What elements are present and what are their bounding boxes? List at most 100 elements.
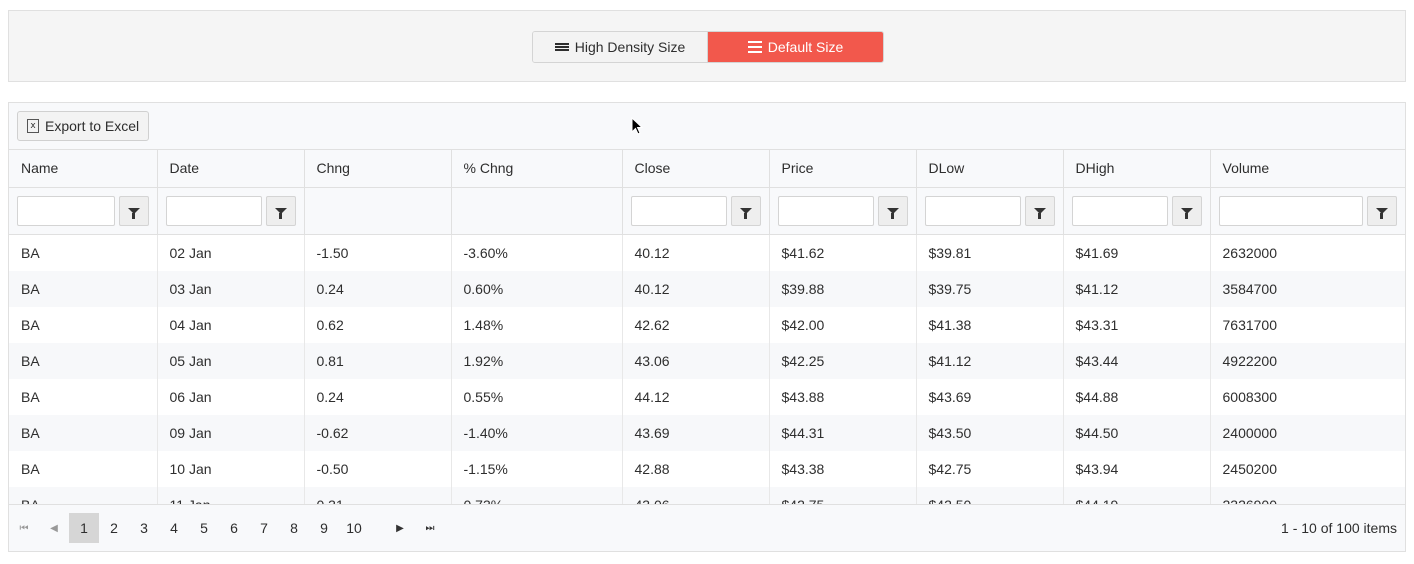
cell-date: 06 Jan xyxy=(157,378,305,415)
menu-icon xyxy=(554,42,569,52)
filter-row xyxy=(9,187,1406,235)
page-number-1[interactable]: 1 xyxy=(69,513,99,543)
cell-dlow: $43.69 xyxy=(916,378,1064,415)
cell-pct: 0.73% xyxy=(451,486,623,506)
page-number-2[interactable]: 2 xyxy=(110,520,118,536)
grid-toolbar: x Export to Excel xyxy=(9,103,1405,150)
cell-dhigh: $43.31 xyxy=(1063,306,1211,343)
cell-volume: 4922200 xyxy=(1210,342,1405,379)
page-number-6[interactable]: 6 xyxy=(230,520,238,536)
filter-funnel-icon xyxy=(1180,207,1193,219)
filter-input[interactable] xyxy=(924,195,1021,226)
cell-name: BA xyxy=(9,270,158,307)
filter-input[interactable] xyxy=(1218,195,1363,226)
column-header-dlow[interactable]: DLow xyxy=(916,150,1064,188)
grid-body[interactable]: BA 02 Jan -1.50 -3.60% 40.12 $41.62 $39.81 $41.… xyxy=(9,234,1405,506)
cell-dhigh: $43.44 xyxy=(1063,342,1211,379)
cell-volume: 7631700 xyxy=(1210,306,1405,343)
next-page-icon[interactable]: ▶ xyxy=(396,522,404,534)
export-to-excel-button[interactable]: x Export to Excel xyxy=(17,111,149,141)
filter-funnel-icon xyxy=(1375,207,1388,219)
cell-pct: -1.15% xyxy=(451,450,623,487)
cell-close: 42.88 xyxy=(622,450,770,487)
mouse-cursor-icon xyxy=(631,117,643,135)
filter-button[interactable] xyxy=(877,195,908,226)
density-toolbar: High Density Size Default Size xyxy=(8,10,1406,82)
cell-pct: -1.40% xyxy=(451,414,623,451)
cell-close: 40.12 xyxy=(622,270,770,307)
page-number-3[interactable]: 3 xyxy=(140,520,148,536)
filter-button[interactable] xyxy=(1024,195,1055,226)
table-row[interactable]: BA 06 Jan 0.24 0.55% 44.12 $43.88 $43.69 $44.88… xyxy=(9,378,1405,415)
page-number-5[interactable]: 5 xyxy=(200,520,208,536)
column-header-price[interactable]: Price xyxy=(769,150,917,188)
filter-input[interactable] xyxy=(165,195,262,226)
filter-cell xyxy=(451,187,623,235)
cell-close: 43.06 xyxy=(622,342,770,379)
cell-chng: 0.31 xyxy=(304,486,452,506)
cell-price: $42.75 xyxy=(769,486,917,506)
column-header-chng[interactable]: % Chng xyxy=(451,150,623,188)
page-number-9[interactable]: 9 xyxy=(320,520,328,536)
cell-dlow: $42.75 xyxy=(916,450,1064,487)
page-number-4[interactable]: 4 xyxy=(170,520,178,536)
cell-dlow: $41.12 xyxy=(916,342,1064,379)
cell-name: BA xyxy=(9,414,158,451)
column-header-close[interactable]: Close xyxy=(622,150,770,188)
cell-volume: 2450200 xyxy=(1210,450,1405,487)
filter-input[interactable] xyxy=(1071,195,1168,226)
column-header-volume[interactable]: Volume xyxy=(1210,150,1406,188)
cell-price: $43.88 xyxy=(769,378,917,415)
cell-pct: 0.55% xyxy=(451,378,623,415)
table-row[interactable]: BA 05 Jan 0.81 1.92% 43.06 $42.25 $41.12 $43.44… xyxy=(9,342,1405,379)
page-number-7[interactable]: 7 xyxy=(260,520,268,536)
first-page-icon[interactable]: ⏮ xyxy=(19,522,29,534)
cell-chng: -1.50 xyxy=(304,234,452,271)
cell-dlow: $43.50 xyxy=(916,414,1064,451)
filter-button[interactable] xyxy=(118,195,149,226)
filter-cell xyxy=(1063,187,1211,235)
default-size-button[interactable]: Default Size xyxy=(708,32,883,62)
table-row[interactable]: BA 03 Jan 0.24 0.60% 40.12 $39.88 $39.75 $41.12… xyxy=(9,270,1405,307)
cell-dlow: $42.50 xyxy=(916,486,1064,506)
filter-input[interactable] xyxy=(17,195,115,226)
filter-button[interactable] xyxy=(1171,195,1202,226)
cell-close: 43.69 xyxy=(622,414,770,451)
previous-page-icon[interactable]: ◀ xyxy=(50,522,58,534)
table-row[interactable]: BA 10 Jan -0.50 -1.15% 42.88 $43.38 $42.75 $43.… xyxy=(9,450,1405,487)
column-header-dhigh[interactable]: DHigh xyxy=(1063,150,1211,188)
page-number-8[interactable]: 8 xyxy=(290,520,298,536)
column-header-name[interactable]: Name xyxy=(9,150,158,188)
cell-dhigh: $41.12 xyxy=(1063,270,1211,307)
grid-body-table: BA 02 Jan -1.50 -3.60% 40.12 $41.62 $39.81 $41.… xyxy=(9,234,1405,506)
cell-pct: 1.92% xyxy=(451,342,623,379)
filter-button[interactable] xyxy=(1366,195,1397,226)
cell-volume: 3584700 xyxy=(1210,270,1405,307)
table-row[interactable]: BA 11 Jan 0.31 0.73% 43.06 $42.75 $42.50 $44.19… xyxy=(9,486,1405,506)
cell-volume: 2632000 xyxy=(1210,234,1405,271)
last-page-icon[interactable]: ⏭ xyxy=(425,522,435,534)
high-density-size-button[interactable]: High Density Size xyxy=(533,32,708,62)
cell-dlow: $39.75 xyxy=(916,270,1064,307)
filter-input[interactable] xyxy=(777,195,874,226)
cell-dhigh: $44.88 xyxy=(1063,378,1211,415)
filter-button[interactable] xyxy=(265,195,296,226)
table-row[interactable]: BA 09 Jan -0.62 -1.40% 43.69 $44.31 $43.50 $44.… xyxy=(9,414,1405,451)
cell-dlow: $41.38 xyxy=(916,306,1064,343)
cell-chng: -0.62 xyxy=(304,414,452,451)
cell-close: 44.12 xyxy=(622,378,770,415)
cell-chng: 0.81 xyxy=(304,342,452,379)
cell-chng: 0.62 xyxy=(304,306,452,343)
filter-input[interactable] xyxy=(630,195,727,226)
cell-price: $42.00 xyxy=(769,306,917,343)
filter-button[interactable] xyxy=(730,195,761,226)
table-row[interactable]: BA 04 Jan 0.62 1.48% 42.62 $42.00 $41.38 $43.31… xyxy=(9,306,1405,343)
page-number-10[interactable]: 10 xyxy=(346,520,362,536)
column-header-chng[interactable]: Chng xyxy=(304,150,452,188)
cell-dhigh: $41.69 xyxy=(1063,234,1211,271)
table-row[interactable]: BA 02 Jan -1.50 -3.60% 40.12 $41.62 $39.81 $41.… xyxy=(9,234,1405,271)
column-header-date[interactable]: Date xyxy=(157,150,305,188)
cell-chng: 0.24 xyxy=(304,378,452,415)
cell-name: BA xyxy=(9,378,158,415)
cell-chng: -0.50 xyxy=(304,450,452,487)
